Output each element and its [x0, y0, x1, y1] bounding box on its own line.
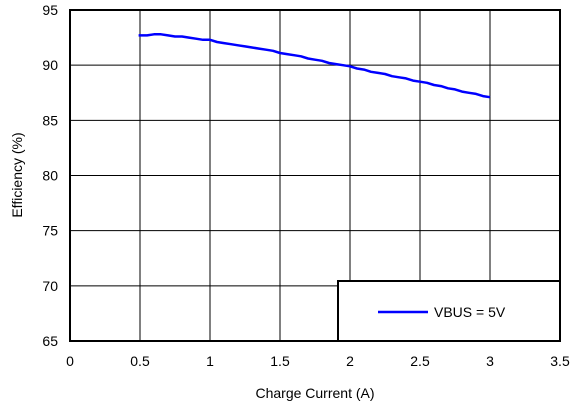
x-tick-label: 2 [346, 353, 354, 369]
x-axis-title: Charge Current (A) [255, 385, 374, 401]
y-tick-label: 75 [42, 223, 58, 239]
y-tick-label: 90 [42, 57, 58, 73]
y-axis-ticks: 65 70 75 80 85 90 95 [42, 2, 58, 349]
x-tick-label: 1 [206, 353, 214, 369]
x-tick-label: 1.5 [270, 353, 290, 369]
y-tick-label: 80 [42, 168, 58, 184]
legend-label-vbus-5v: VBUS = 5V [434, 304, 506, 320]
x-tick-label: 0.5 [130, 353, 150, 369]
x-tick-label: 3 [486, 353, 494, 369]
x-axis-ticks: 0 0.5 1 1.5 2 2.5 3 3.5 [66, 353, 570, 369]
legend-box [337, 280, 561, 342]
x-tick-label: 3.5 [550, 353, 570, 369]
plot-frame [69, 9, 561, 342]
y-tick-label: 70 [42, 278, 58, 294]
y-tick-label: 95 [42, 2, 58, 18]
series-line-vbus-5v [138, 33, 491, 99]
x-tick-label: 2.5 [410, 353, 430, 369]
y-tick-label: 65 [42, 333, 58, 349]
x-tick-label: 0 [66, 353, 74, 369]
y-tick-label: 85 [42, 112, 58, 128]
legend: VBUS = 5V [337, 280, 561, 342]
y-axis-title: Efficiency (%) [9, 132, 25, 217]
grid-lines [70, 10, 560, 341]
